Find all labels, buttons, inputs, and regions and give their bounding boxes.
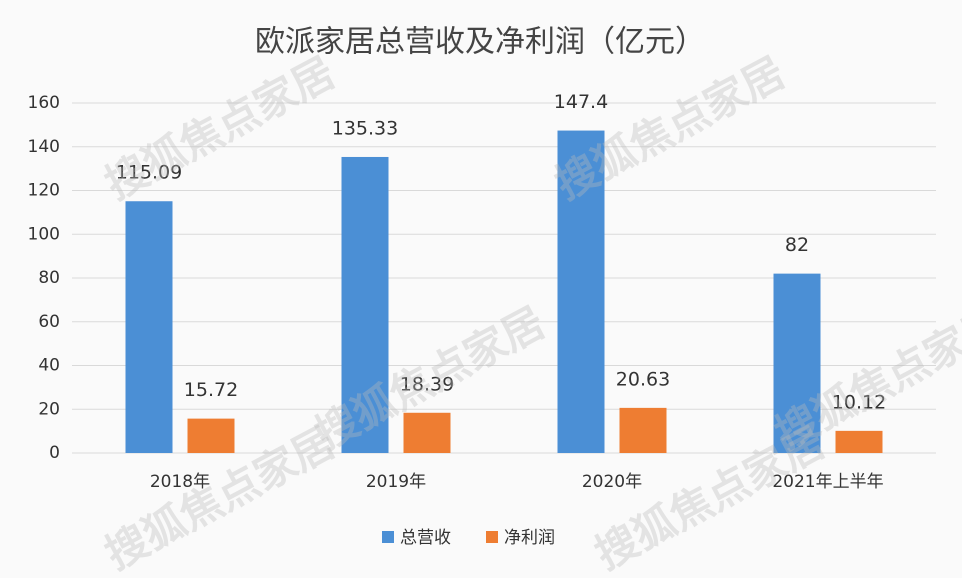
bar [341,156,389,453]
data-label: 10.12 [832,391,886,413]
y-tick-label: 80 [38,268,60,288]
x-tick-label: 2021年上半年 [772,472,883,492]
bar [125,201,173,453]
chart-title: 欧派家居总营收及净利润（亿元） [255,25,705,60]
x-tick-label: 2019年 [366,472,426,492]
x-tick-label: 2020年 [582,472,642,492]
data-label: 147.4 [554,91,608,113]
y-tick-label: 20 [38,399,60,419]
data-label: 20.63 [616,368,670,390]
bar [773,273,821,453]
bar [619,407,667,453]
y-tick-label: 100 [28,224,60,244]
data-label: 135.33 [332,117,398,139]
y-tick-label: 60 [38,312,60,332]
data-label: 82 [785,234,809,256]
y-tick-label: 40 [38,356,60,376]
y-tick-label: 120 [28,181,60,201]
legend-label: 总营收 [400,528,451,548]
data-label: 18.39 [400,373,454,395]
legend-label: 净利润 [504,528,555,548]
legend-swatch [486,531,498,543]
y-tick-label: 160 [28,93,60,113]
bar [403,412,451,453]
data-label: 15.72 [184,379,238,401]
bar [187,418,235,453]
bar [835,430,883,453]
legend-swatch [382,531,394,543]
x-tick-label: 2018年 [150,472,210,492]
y-tick-label: 0 [49,443,60,463]
data-label: 115.09 [116,162,182,184]
bar [557,130,605,453]
y-tick-label: 140 [28,137,60,157]
